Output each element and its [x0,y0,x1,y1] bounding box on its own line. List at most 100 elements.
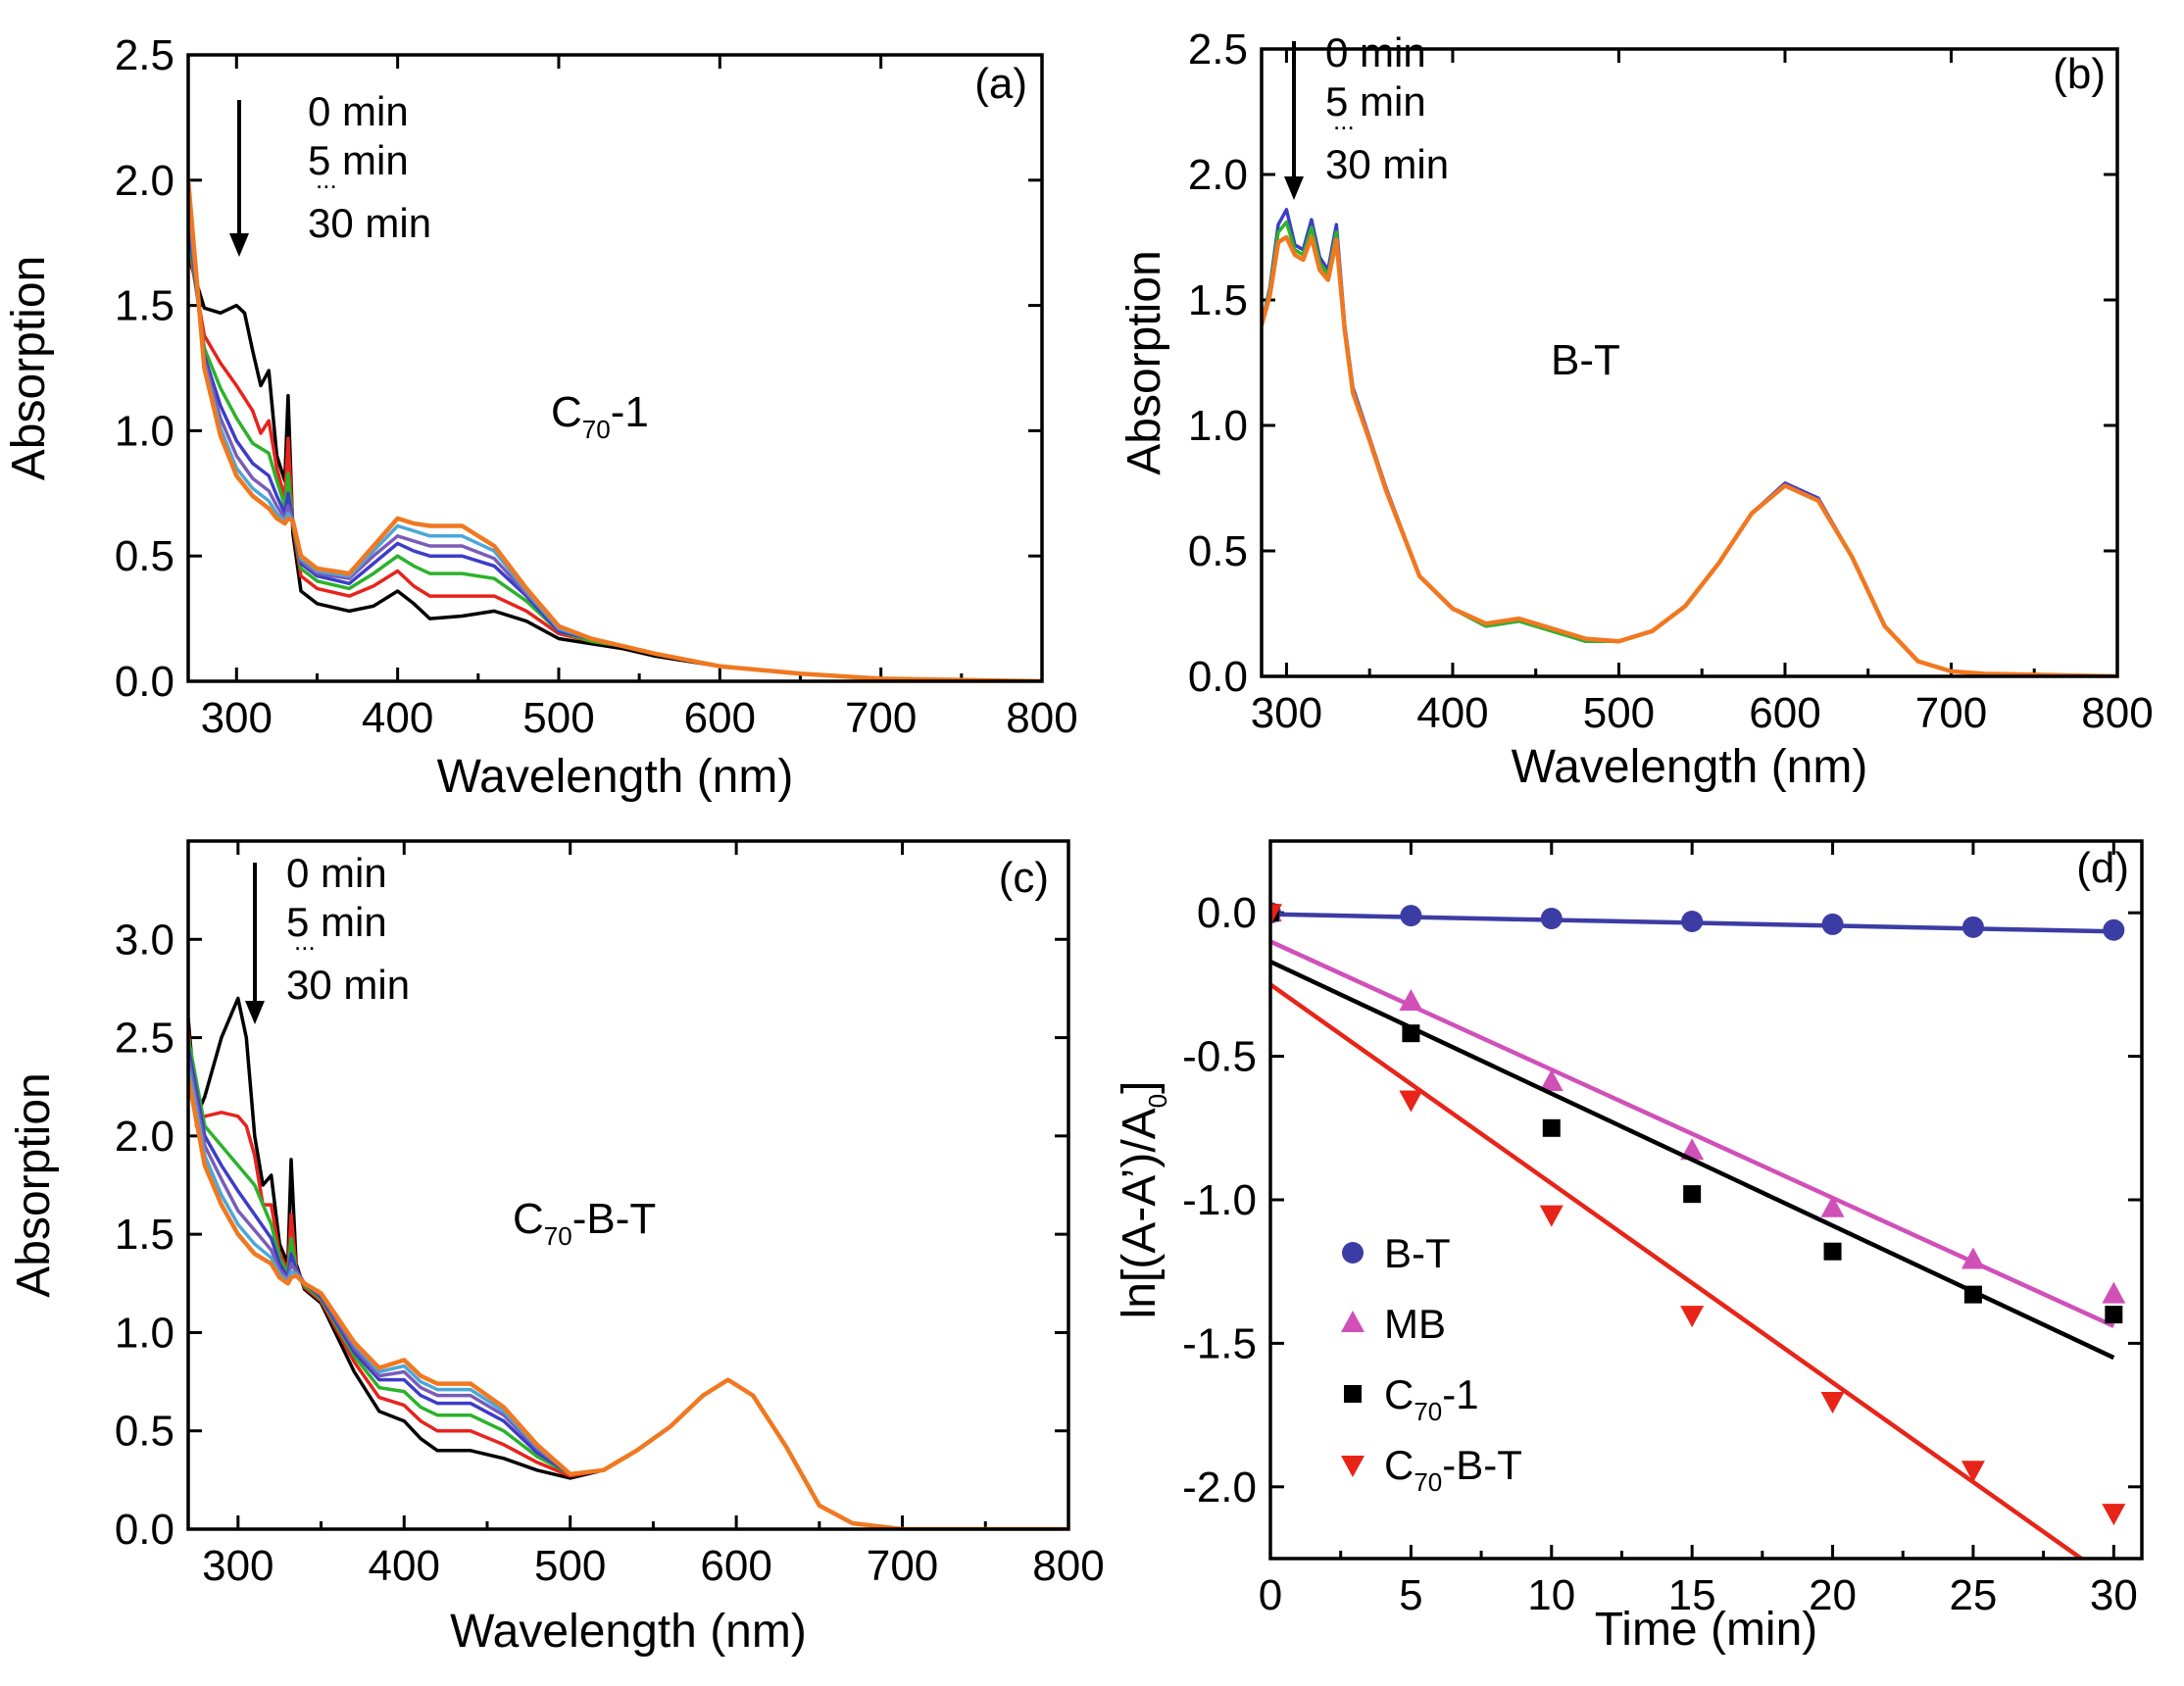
y-tick-label: 2.5 [115,1015,174,1063]
y-tick-label: 1.0 [115,1309,174,1357]
y-tick-label: 1.0 [115,407,174,455]
data-point-C70-B-T-6 [2102,1504,2126,1526]
series-line-a-0 [188,254,1042,681]
sample-label: B-T [1551,336,1620,384]
time-label-next: 5 min [1325,78,1426,124]
time-label-dots: ... [316,165,337,194]
series-line-c-0 [188,996,1068,1529]
legend-label-3: C70-B-T [1384,1442,1522,1497]
x-tick-label: 500 [522,694,594,742]
data-point-MB-4 [1820,1195,1845,1217]
x-tick-label: 600 [684,694,756,742]
x-tick-label: 600 [1749,689,1820,737]
data-point-MB-6 [2102,1281,2126,1304]
data-point-MB-2 [1539,1068,1564,1091]
y-axis-title: ln[(A-A’)/A0] [1114,1081,1172,1319]
data-point-C70-1-5 [1963,1285,1982,1304]
arrow-head-icon [245,1001,265,1024]
y-tick-label: -1.5 [1182,1319,1257,1367]
x-tick-label: 5 [1399,1571,1422,1619]
y-tick-label: 1.5 [115,282,174,330]
series-line-a-5 [188,192,1042,681]
data-point-B-T-6 [2103,918,2125,941]
time-label-end: 30 min [286,962,410,1008]
data-point-B-T-4 [1821,913,1844,935]
x-tick-label: 500 [1583,689,1655,737]
x-axis-title: Time (min) [1595,1604,1818,1656]
x-tick-label: 400 [369,1542,440,1590]
x-tick-label: 25 [1949,1571,1997,1619]
plot-frame-b [1260,47,2119,678]
sample-label: C70-B-T [513,1195,656,1251]
y-tick-label: 0.5 [115,532,174,580]
data-point-C70-B-T-0 [1270,904,1282,926]
y-axis-title: Absorption [8,1072,60,1297]
x-tick-label: 700 [1915,689,1987,737]
y-tick-label: -2.0 [1182,1463,1257,1512]
x-tick-label: 15 [1668,1571,1716,1619]
y-tick-label: -0.5 [1182,1033,1257,1081]
x-tick-label: 700 [845,694,917,742]
arrow-head-icon [229,233,249,257]
y-tick-label: 1.5 [115,1211,174,1259]
x-tick-label: 800 [1032,1542,1104,1590]
time-label-start: 0 min [1325,29,1426,75]
x-tick-label: 400 [1416,689,1488,737]
series-line-b-0 [1262,208,2117,676]
y-tick-label: 0.0 [115,1506,174,1554]
x-tick-label: 800 [1006,694,1077,742]
y-axis-title: Absorption [3,256,55,480]
series-line-a-3 [188,217,1042,681]
y-tick-label: 2.0 [115,157,174,205]
x-tick-label: 600 [700,1542,771,1590]
y-tick-label: -1.0 [1182,1176,1257,1224]
x-tick-label: 300 [201,694,273,742]
data-point-C70-B-T-4 [1820,1391,1845,1413]
y-tick-label: 1.5 [1188,276,1248,324]
y-tick-label: 0.0 [1188,653,1248,701]
arrow-head-icon [1284,176,1304,200]
x-tick-label: 700 [867,1542,938,1590]
plot-frame-a [186,53,1044,683]
series-line-a-2 [188,229,1042,681]
y-tick-label: 2.5 [1188,25,1248,74]
y-tick-label: 0.0 [115,658,174,706]
legend-label-2: C70-1 [1384,1371,1479,1426]
panel-label: (c) [999,854,1049,902]
panel-c: 300 400 500 600 700 800 0.0 0.5 1.0 1.5 2.0 2.5 3.0 W… [8,839,1105,1658]
legend-marker-1 [1341,1311,1365,1332]
x-axis-title: Wavelength (nm) [437,751,794,803]
time-label-next: 5 min [308,137,409,183]
time-label-start: 0 min [308,88,409,134]
y-tick-label: 0.0 [1197,889,1257,937]
data-point-MB-5 [1961,1247,1985,1269]
panel-label: (d) [2076,844,2129,892]
y-tick-label: 2.0 [1188,151,1248,199]
data-point-C70-B-T-3 [1680,1306,1705,1328]
fit-line-3 [1270,982,2086,1559]
data-point-C70-1-3 [1683,1185,1702,1204]
x-axis-title: Wavelength (nm) [1512,741,1868,793]
sample-label: C70-1 [551,388,649,444]
data-point-C70-1-4 [1823,1242,1842,1261]
data-point-C70-B-T-5 [1961,1461,1985,1483]
legend-marker-2 [1344,1385,1362,1403]
x-tick-label: 30 [2090,1571,2138,1619]
legend-label-1: MB [1384,1301,1446,1347]
plot-area-d [1270,900,2126,1559]
data-point-C70-B-T-1 [1399,1090,1423,1113]
series-line-a-4 [188,205,1042,681]
legend-marker-0 [1342,1242,1364,1264]
data-point-C70-B-T-2 [1539,1205,1564,1227]
x-axis-title: Wavelength (nm) [450,1606,807,1658]
series-line-b-1 [1262,220,2117,676]
data-point-C70-1-1 [1402,1024,1420,1043]
panel-b: 300 400 500 600 700 800 0.0 0.5 1.0 1.5 2.0 2.5 Wave… [1118,25,2154,793]
plot-area-a [188,179,1042,681]
time-label-end: 30 min [308,200,431,246]
y-tick-label: 0.5 [115,1408,174,1456]
